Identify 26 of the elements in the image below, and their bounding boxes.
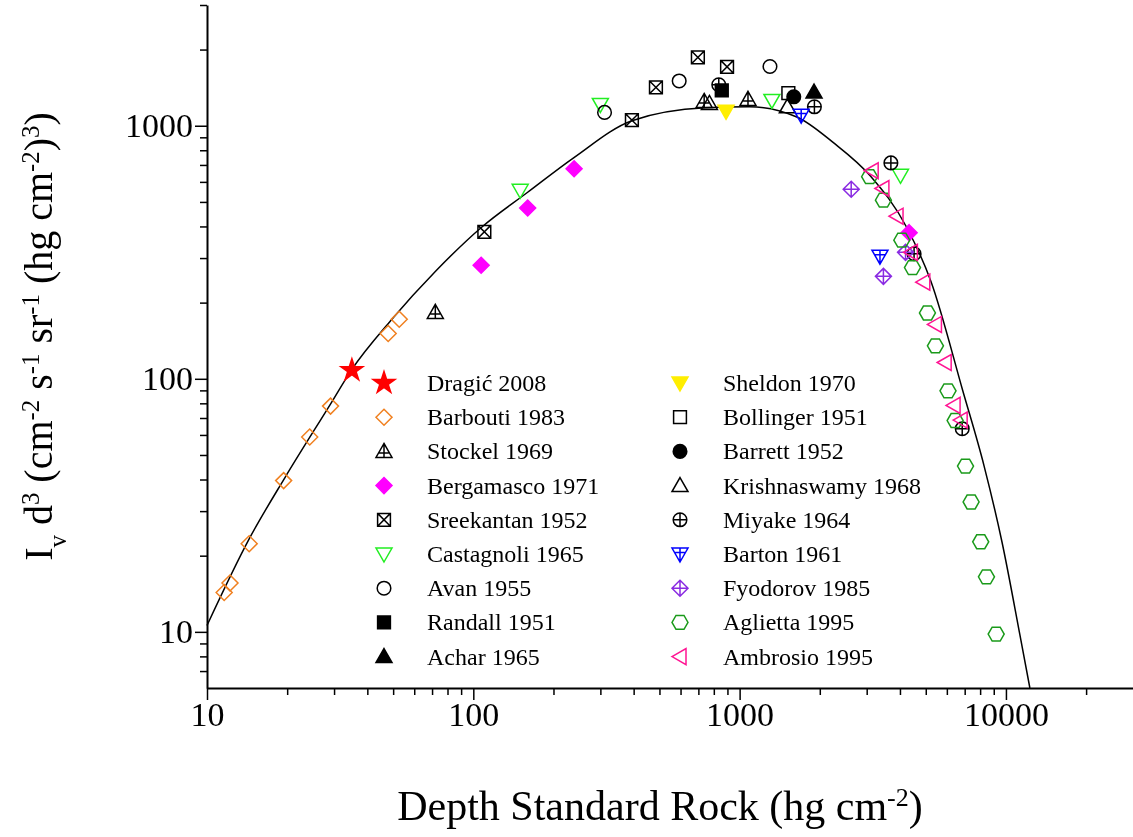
x-tick-label: 100 [448, 696, 500, 734]
x-tick-label: 10000 [963, 696, 1049, 734]
y-tick-label: 10 [159, 613, 193, 651]
legend-label: Miyake 1964 [723, 506, 851, 533]
legend-label: Achar 1965 [427, 643, 540, 670]
legend-label: Stockel 1969 [427, 438, 553, 465]
legend-label: Ambrosio 1995 [723, 643, 873, 670]
legend-label: Fyodorov 1985 [723, 575, 871, 602]
legend-label: Bollinger 1951 [723, 404, 868, 431]
legend-label: Barton 1961 [723, 541, 843, 567]
legend-label: Bergamasco 1971 [427, 472, 600, 499]
x-tick-label: 10 [190, 696, 225, 734]
y-tick-label: 100 [142, 360, 193, 398]
x-axis-title: Depth Standard Rock (hg cm$^{-2}$) [397, 782, 923, 830]
legend-label: Barbouti 1983 [427, 404, 565, 431]
x-tick-label: 1000 [706, 696, 775, 734]
legend-label: Sheldon 1970 [723, 370, 856, 396]
legend-label: Castagnoli 1965 [427, 541, 584, 567]
legend-label: Aglietta 1995 [723, 609, 855, 636]
legend-label: Avan 1955 [427, 575, 532, 602]
legend-label: Sreekantan 1952 [427, 506, 588, 533]
legend-label: Randall 1951 [427, 609, 556, 636]
legend-label: Dragić 2008 [427, 370, 547, 396]
legend-label: Barrett 1952 [723, 438, 844, 465]
legend-label: Krishnaswamy 1968 [723, 472, 921, 499]
y-tick-label: 1000 [125, 107, 193, 145]
